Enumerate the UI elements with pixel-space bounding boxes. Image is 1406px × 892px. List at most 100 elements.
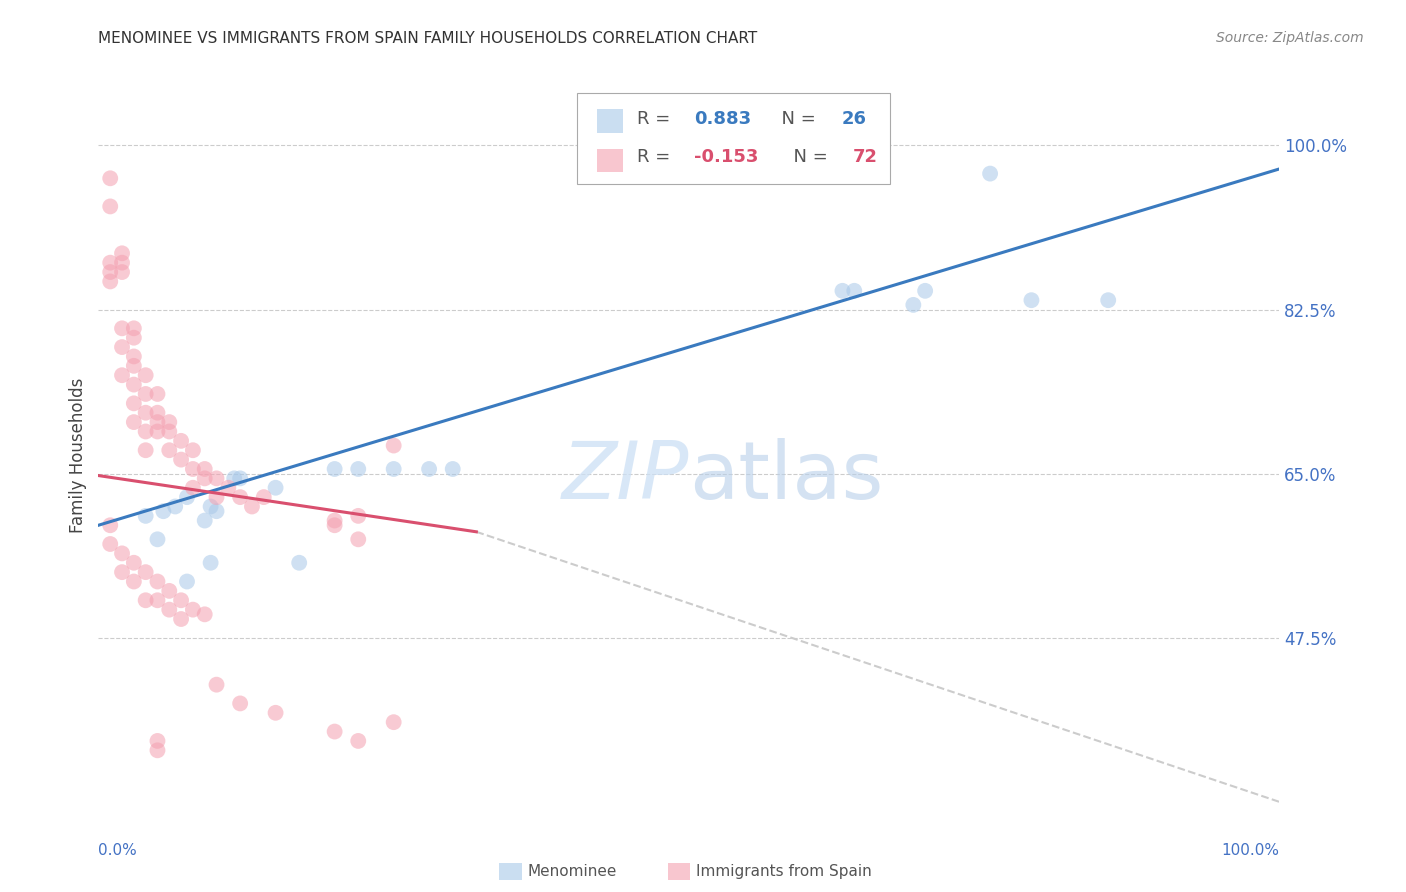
Point	[146, 734, 169, 748]
Point	[98, 518, 121, 533]
Point	[323, 724, 346, 739]
Point	[441, 462, 464, 476]
Point	[181, 481, 204, 495]
Point	[347, 462, 370, 476]
Point	[240, 500, 263, 514]
Point	[146, 415, 169, 429]
Point	[122, 377, 145, 392]
Point	[122, 331, 145, 345]
Text: R =: R =	[637, 148, 676, 166]
Point	[135, 406, 157, 420]
Point	[157, 425, 180, 439]
Point	[135, 508, 157, 523]
Point	[135, 443, 157, 458]
Text: 72: 72	[853, 148, 879, 166]
FancyBboxPatch shape	[576, 93, 890, 185]
Point	[111, 246, 134, 260]
Point	[347, 508, 370, 523]
Point	[122, 396, 145, 410]
Point	[146, 574, 169, 589]
Point	[98, 265, 121, 279]
Point	[135, 593, 157, 607]
Point	[382, 715, 405, 730]
Text: N =: N =	[770, 111, 823, 128]
Text: Source: ZipAtlas.com: Source: ZipAtlas.com	[1216, 31, 1364, 45]
Point	[111, 368, 134, 383]
Point	[122, 359, 145, 373]
Point	[205, 504, 228, 518]
Point	[323, 518, 346, 533]
Point	[157, 602, 180, 616]
Text: atlas: atlas	[689, 438, 883, 516]
Point	[831, 284, 853, 298]
Point	[288, 556, 311, 570]
Point	[146, 593, 169, 607]
Point	[347, 734, 370, 748]
Point	[382, 438, 405, 452]
Point	[98, 255, 121, 269]
Point	[205, 471, 228, 485]
Point	[146, 533, 169, 547]
Point	[135, 565, 157, 579]
Text: N =: N =	[782, 148, 834, 166]
Point	[347, 533, 370, 547]
Point	[170, 612, 193, 626]
Y-axis label: Family Households: Family Households	[69, 377, 87, 533]
Point	[157, 443, 180, 458]
Text: 0.883: 0.883	[693, 111, 751, 128]
Point	[122, 574, 145, 589]
Point	[229, 490, 252, 504]
Point	[111, 265, 134, 279]
Point	[135, 425, 157, 439]
Point	[979, 167, 1001, 181]
Point	[135, 387, 157, 401]
Bar	[596, 149, 623, 172]
Text: Menominee: Menominee	[527, 864, 617, 879]
Point	[170, 593, 193, 607]
Point	[323, 462, 346, 476]
Point	[418, 462, 440, 476]
Point	[200, 500, 222, 514]
Text: 0.0%: 0.0%	[98, 843, 138, 858]
Point	[122, 350, 145, 364]
Point	[146, 425, 169, 439]
Point	[181, 602, 204, 616]
Point	[165, 500, 187, 514]
Point	[205, 490, 228, 504]
Point	[157, 415, 180, 429]
Point	[111, 321, 134, 335]
Point	[264, 481, 287, 495]
Point	[111, 546, 134, 560]
Point	[157, 583, 180, 598]
Point	[135, 368, 157, 383]
Point	[382, 462, 405, 476]
Point	[264, 706, 287, 720]
Point	[903, 298, 925, 312]
Point	[200, 556, 222, 570]
Point	[111, 340, 134, 354]
Text: -0.153: -0.153	[693, 148, 758, 166]
Point	[170, 452, 193, 467]
Point	[98, 199, 121, 213]
Point	[176, 574, 198, 589]
Point	[146, 406, 169, 420]
Text: 26: 26	[841, 111, 866, 128]
Point	[1097, 293, 1119, 308]
Point	[224, 471, 246, 485]
Text: R =: R =	[637, 111, 676, 128]
Point	[844, 284, 866, 298]
Point	[1021, 293, 1043, 308]
Point	[111, 255, 134, 269]
Point	[194, 471, 217, 485]
Point	[152, 504, 174, 518]
Point	[122, 321, 145, 335]
Point	[98, 171, 121, 186]
Bar	[596, 110, 623, 133]
Text: MENOMINEE VS IMMIGRANTS FROM SPAIN FAMILY HOUSEHOLDS CORRELATION CHART: MENOMINEE VS IMMIGRANTS FROM SPAIN FAMIL…	[98, 31, 758, 46]
Point	[176, 490, 198, 504]
Text: ZIP: ZIP	[561, 438, 689, 516]
Text: 100.0%: 100.0%	[1222, 843, 1279, 858]
Point	[205, 678, 228, 692]
Point	[146, 743, 169, 757]
Point	[229, 471, 252, 485]
